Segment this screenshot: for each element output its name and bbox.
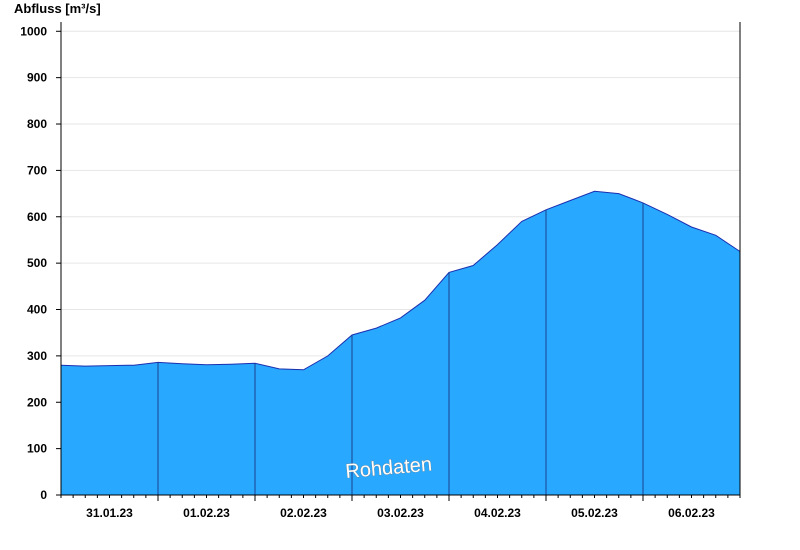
y-tick-label: 200 <box>27 395 47 409</box>
y-tick-label: 400 <box>27 303 47 317</box>
x-ticks: 31.01.23 01.02.23 02.02.23 03.02.23 04.02.23… <box>60 495 741 520</box>
x-tick-label: 06.02.23 <box>668 506 715 520</box>
y-tick-label: 300 <box>27 349 47 363</box>
y-ticks: 0 100 200 300 400 500 600 700 800 900 1000 <box>20 24 61 502</box>
day-dividers <box>157 202 644 495</box>
discharge-line <box>60 190 741 371</box>
y-tick-label: 600 <box>27 210 47 224</box>
discharge-area <box>61 191 740 496</box>
y-axis-label: Abfluss [m³/s] <box>14 1 101 16</box>
x-tick-label: 05.02.23 <box>571 506 618 520</box>
x-tick-label: 01.02.23 <box>183 506 230 520</box>
y-tick-label: 800 <box>27 117 47 131</box>
y-tick-label: 900 <box>27 71 47 85</box>
x-tick-label: 04.02.23 <box>474 506 521 520</box>
y-tick-label: 700 <box>27 163 47 177</box>
y-tick-label: 500 <box>27 256 47 270</box>
y-tick-label: 1000 <box>20 24 47 38</box>
x-tick-label: 02.02.23 <box>280 506 327 520</box>
y-tick-label: 100 <box>27 442 47 456</box>
x-tick-label: 31.01.23 <box>86 506 133 520</box>
x-tick-label: 03.02.23 <box>377 506 424 520</box>
y-tick-label: 0 <box>40 488 47 502</box>
